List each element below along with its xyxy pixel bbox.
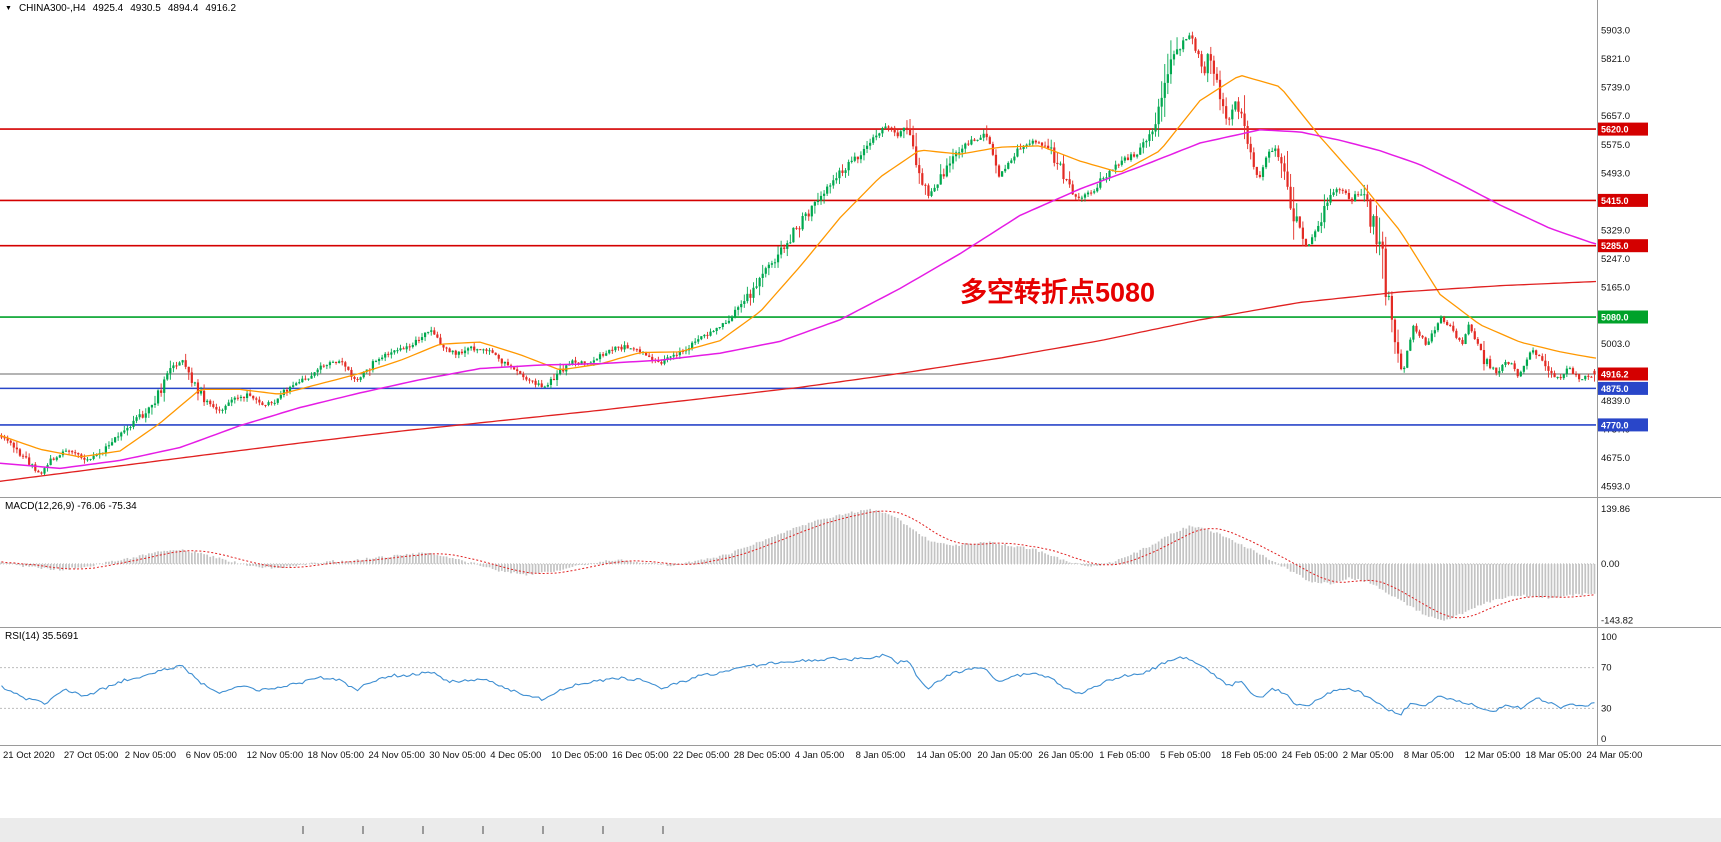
time-label: 10 Dec 05:00 (551, 750, 608, 761)
time-axis: 21 Oct 2020 27 Oct 05:00 2 Nov 05:00 6 Nov … (3, 750, 1642, 761)
time-label: 14 Jan 05:00 (917, 750, 972, 761)
price-badge-label: 5285.0 (1601, 241, 1629, 251)
price-badge (1598, 367, 1648, 381)
price-tick-label: 5165.0 (1601, 283, 1630, 294)
price-tick-label: 5003.0 (1601, 339, 1630, 350)
price-badge-label: 4770.0 (1601, 420, 1629, 430)
time-label: 24 Mar 05:00 (1586, 750, 1642, 761)
price-tick-label: 4593.0 (1601, 482, 1630, 493)
rsi-tick-label: 70 (1601, 663, 1612, 674)
time-label: 16 Dec 05:00 (612, 750, 669, 761)
time-label: 20 Jan 05:00 (977, 750, 1032, 761)
time-label: 1 Feb 05:00 (1099, 750, 1150, 761)
time-label: 4 Jan 05:00 (795, 750, 845, 761)
rsi-label: RSI(14) 35.5691 (5, 631, 79, 642)
price-badge (1598, 239, 1648, 253)
macd-indicator (0, 508, 1596, 621)
candlesticks (0, 31, 1596, 476)
time-label: 24 Nov 05:00 (368, 750, 425, 761)
ohlc-low: 4894.4 (167, 3, 199, 14)
price-tick-label: 5493.0 (1601, 168, 1630, 179)
rsi-tick-label: 30 (1601, 703, 1612, 714)
taskbar-marks (302, 826, 682, 834)
price-tick-label: 5575.0 (1601, 140, 1630, 151)
price-badge-label: 5415.0 (1601, 196, 1629, 206)
macd-signal-line (1, 510, 1595, 619)
panel-borders (0, 0, 1721, 746)
rsi-line (1, 653, 1595, 716)
time-label: 26 Jan 05:00 (1038, 750, 1093, 761)
time-label: 24 Feb 05:00 (1282, 750, 1338, 761)
price-badges: 5620.0 5415.0 5285.0 5080.0 4875.0 4770.0 4916… (1598, 122, 1648, 432)
ma_fast (0, 75, 1597, 458)
price-tick-label: 5247.0 (1601, 254, 1630, 265)
time-label: 21 Oct 2020 (3, 750, 55, 761)
time-label: 28 Dec 05:00 (734, 750, 791, 761)
time-label: 4 Dec 05:00 (490, 750, 541, 761)
price-badge-label: 4875.0 (1601, 384, 1629, 394)
ohlc-open: 4925.4 (92, 3, 124, 14)
time-label: 12 Mar 05:00 (1465, 750, 1521, 761)
time-label: 8 Mar 05:00 (1404, 750, 1455, 761)
time-label: 12 Nov 05:00 (247, 750, 304, 761)
symbol-marker-icon: ▼ (5, 4, 12, 12)
rsi-tick-label: 100 (1601, 632, 1617, 643)
price-badge (1598, 310, 1648, 324)
price-tick-label: 5657.0 (1601, 111, 1630, 122)
symbol-title: CHINA300-,H4 (18, 3, 86, 14)
time-label: 6 Nov 05:00 (186, 750, 237, 761)
time-label: 18 Nov 05:00 (308, 750, 365, 761)
time-label: 18 Mar 05:00 (1526, 750, 1582, 761)
ohlc-close: 4916.2 (205, 3, 237, 14)
price-badge (1598, 193, 1648, 207)
macd-tick-label: 0.00 (1601, 559, 1620, 570)
rsi-tick-label: 0 (1601, 734, 1606, 745)
ohlc-high: 4930.5 (130, 3, 161, 14)
price-tick-label: 4839.0 (1601, 396, 1630, 407)
price-tick-label: 5821.0 (1601, 54, 1630, 65)
time-label: 22 Dec 05:00 (673, 750, 730, 761)
price-tick-label: 5739.0 (1601, 83, 1630, 94)
price-badge (1598, 122, 1648, 136)
macd-label: MACD(12,26,9) -76.06 -75.34 (5, 501, 137, 512)
macd-tick-label: -143.82 (1601, 615, 1633, 626)
price-badge-label: 5620.0 (1601, 125, 1629, 135)
bottom-strip (0, 818, 1721, 842)
ma_slow (0, 280, 1597, 482)
time-label: 27 Oct 05:00 (64, 750, 118, 761)
price-tick-label: 5903.0 (1601, 26, 1630, 37)
chart-header: ▼ CHINA300-,H4 4925.4 4930.5 4894.4 4916… (5, 3, 236, 14)
chart-annotation[interactable]: 多空转折点5080 (960, 276, 1155, 307)
time-label: 30 Nov 05:00 (429, 750, 486, 761)
price-badge (1598, 418, 1648, 432)
macd-tick-label: 139.86 (1601, 504, 1630, 515)
time-label: 5 Feb 05:00 (1160, 750, 1211, 761)
horizontal-level-lines[interactable] (0, 128, 1596, 426)
price-badge-label: 5080.0 (1601, 313, 1629, 323)
price-tick-label: 4675.0 (1601, 453, 1630, 464)
time-label: 8 Jan 05:00 (856, 750, 906, 761)
time-label: 2 Nov 05:00 (125, 750, 176, 761)
ma_mid (0, 129, 1597, 470)
price-badge (1598, 381, 1648, 395)
time-label: 2 Mar 05:00 (1343, 750, 1394, 761)
price-tick-label: 5329.0 (1601, 225, 1630, 236)
moving-averages (0, 75, 1597, 482)
time-label: 18 Feb 05:00 (1221, 750, 1277, 761)
price-badge-label: 4916.2 (1601, 370, 1629, 380)
rsi-indicator (0, 653, 1596, 716)
